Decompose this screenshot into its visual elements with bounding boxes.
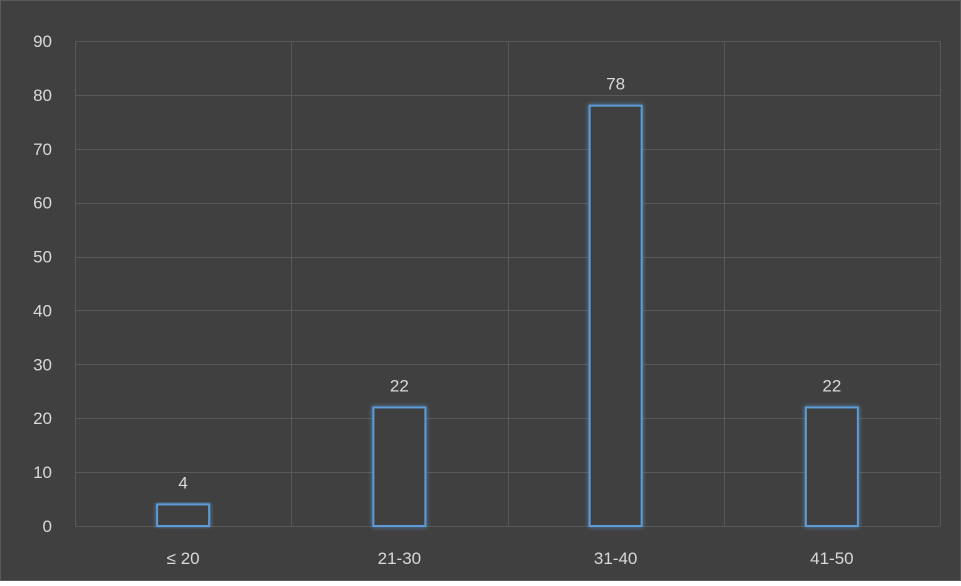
y-tick-label: 80 (33, 86, 52, 105)
bar (156, 503, 211, 528)
y-tick-label: 60 (33, 194, 52, 213)
y-tick-label: 30 (33, 355, 52, 374)
bars (156, 104, 859, 528)
bar (804, 406, 859, 528)
x-tick-label: 31-40 (594, 549, 637, 568)
y-tick-label: 50 (33, 248, 52, 267)
data-label: 4 (178, 473, 187, 492)
y-tick-label: 0 (43, 517, 52, 536)
data-label: 22 (390, 376, 409, 395)
y-tick-label: 70 (33, 140, 52, 159)
x-axis-tick-labels: ≤ 20 21-30 31-40 41-50 (167, 549, 854, 568)
data-label: 22 (822, 376, 841, 395)
data-labels: 4 22 78 22 (178, 75, 841, 493)
y-tick-label: 40 (33, 301, 52, 320)
y-tick-label: 90 (33, 32, 52, 51)
y-tick-label: 20 (33, 409, 52, 428)
y-axis-tick-labels: 0 10 20 30 40 50 60 70 80 90 (33, 32, 52, 536)
gridlines (75, 41, 941, 527)
x-tick-label: 21-30 (378, 549, 421, 568)
bar (372, 406, 427, 528)
y-tick-label: 10 (33, 463, 52, 482)
bar (588, 104, 643, 528)
x-tick-label: ≤ 20 (167, 549, 200, 568)
x-tick-label: 41-50 (810, 549, 853, 568)
data-label: 78 (606, 75, 625, 94)
